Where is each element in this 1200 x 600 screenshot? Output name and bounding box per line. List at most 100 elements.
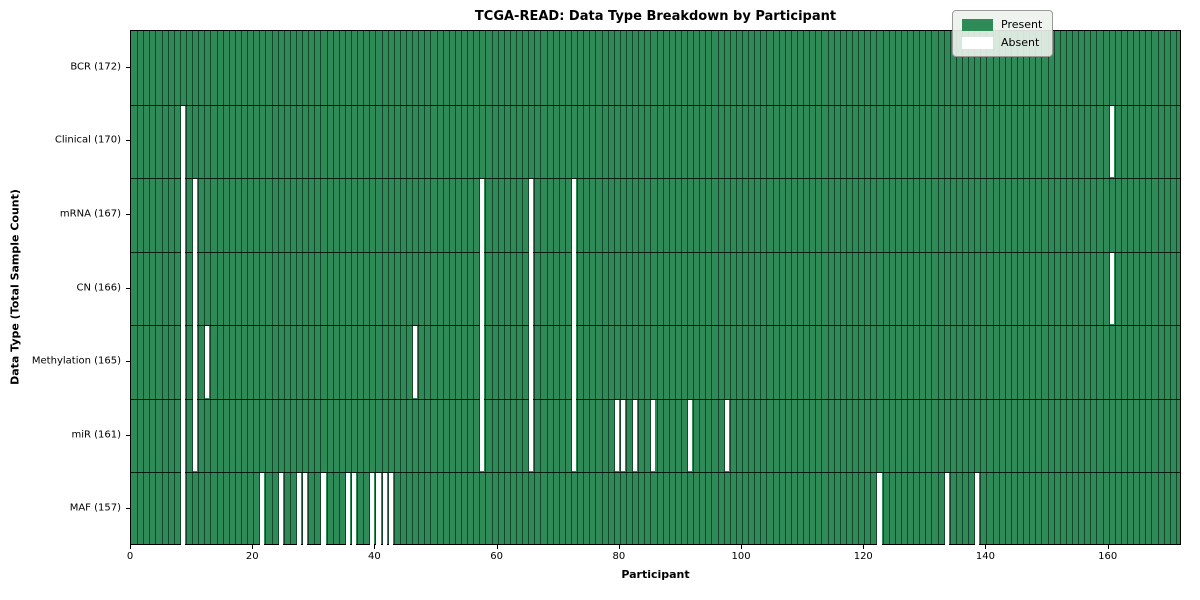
participant-gridline [240, 31, 242, 544]
y-tick-mark [126, 213, 130, 215]
participant-gridline [485, 31, 487, 544]
participant-gridline [350, 31, 352, 544]
y-tick-mark [126, 66, 130, 68]
participant-gridline [430, 31, 432, 544]
participant-gridline [552, 31, 554, 544]
participant-gridline [1029, 31, 1031, 544]
participant-gridline [907, 31, 909, 544]
participant-gridline [1084, 31, 1086, 544]
absent-bar [633, 399, 638, 472]
participant-gridline [962, 31, 964, 544]
x-tick-mark [863, 545, 865, 549]
row-separator [131, 325, 1180, 327]
participant-gridline [375, 31, 377, 544]
participant-gridline [198, 31, 200, 544]
absent-bar [193, 179, 198, 472]
participant-gridline [326, 31, 328, 544]
participant-gridline [949, 31, 951, 544]
participant-gridline [491, 31, 493, 544]
absent-bar [321, 473, 326, 545]
absent-bar [382, 473, 387, 545]
participant-gridline [931, 31, 933, 544]
participant-gridline [338, 31, 340, 544]
participant-gridline [204, 31, 206, 544]
x-tick-label: 80 [612, 551, 626, 562]
participant-gridline [1096, 31, 1098, 544]
participant-gridline [277, 31, 279, 544]
participant-gridline [998, 31, 1000, 544]
participant-gridline [974, 31, 976, 544]
participant-gridline [399, 31, 401, 544]
participant-gridline [778, 31, 780, 544]
participant-gridline [1127, 31, 1128, 544]
absent-bar [260, 473, 265, 545]
participant-gridline [1108, 31, 1110, 544]
participant-gridline [687, 31, 689, 544]
participant-gridline [754, 31, 756, 544]
absent-bar [303, 473, 308, 545]
participant-gridline [766, 31, 768, 544]
row-separator [131, 251, 1180, 253]
participant-gridline [1053, 31, 1055, 544]
present-swatch-icon [962, 18, 993, 31]
absent-bar [1109, 252, 1114, 325]
participant-gridline [870, 31, 872, 544]
x-tick-mark [985, 545, 987, 549]
participant-gridline [320, 31, 322, 544]
participant-gridline [436, 31, 438, 544]
participant-gridline [424, 31, 426, 544]
participant-gridline [1120, 31, 1122, 544]
participant-gridline [210, 31, 212, 544]
participant-gridline [271, 31, 273, 544]
participant-gridline [821, 31, 823, 544]
participant-gridline [882, 31, 884, 544]
participant-gridline [632, 31, 634, 544]
participant-gridline [955, 31, 957, 544]
participant-gridline [577, 31, 579, 544]
participant-gridline [742, 31, 744, 544]
y-tick-label-cn: CN (166) [76, 282, 121, 293]
row-separator [131, 472, 1180, 474]
participant-gridline [601, 31, 603, 544]
participant-gridline [992, 31, 994, 544]
participant-gridline [852, 31, 854, 544]
absent-bar [688, 399, 693, 472]
participant-gridline [1035, 31, 1037, 544]
participant-gridline [1090, 31, 1092, 544]
absent-bar [205, 326, 210, 398]
plot-area [130, 30, 1181, 545]
participant-gridline [876, 31, 878, 544]
participant-gridline [259, 31, 261, 544]
participant-gridline [1023, 31, 1025, 544]
participant-gridline [943, 31, 945, 544]
participant-gridline [1072, 31, 1073, 544]
x-tick-mark [252, 545, 254, 549]
participant-gridline [748, 31, 750, 544]
participant-gridline [809, 31, 811, 544]
participant-gridline [289, 31, 291, 544]
absent-bar [370, 473, 375, 545]
participant-gridline [693, 31, 695, 544]
participant-gridline [167, 31, 169, 544]
x-tick-mark [496, 545, 498, 549]
participant-gridline [265, 31, 267, 544]
participant-gridline [803, 31, 805, 544]
absent-bar [480, 179, 485, 472]
participant-gridline [460, 31, 462, 544]
participant-gridline [369, 31, 371, 544]
participant-gridline [1041, 31, 1043, 544]
participant-gridline [644, 31, 646, 544]
legend-absent-label: Absent [1001, 36, 1040, 49]
participant-gridline [1078, 31, 1080, 544]
participant-gridline [1157, 31, 1159, 544]
participant-gridline [558, 31, 560, 544]
participant-gridline [234, 31, 236, 544]
participant-gridline [1004, 31, 1006, 544]
participant-gridline [308, 31, 310, 544]
absent-bar [724, 399, 729, 472]
participant-gridline [192, 31, 194, 544]
x-tick-mark [618, 545, 620, 549]
participant-gridline [937, 31, 939, 544]
participant-gridline [797, 31, 799, 544]
participant-gridline [845, 31, 847, 544]
